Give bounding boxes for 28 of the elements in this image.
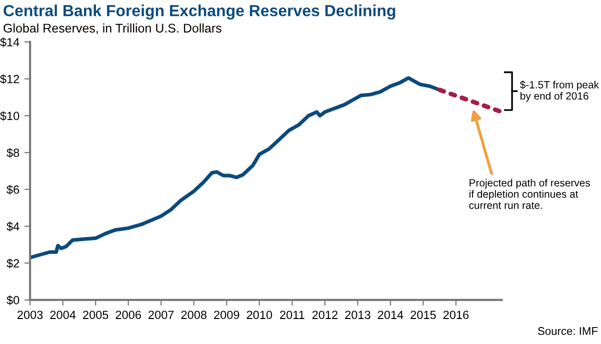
y-tick-label: $6 [6, 184, 20, 194]
y-tick-label: $0 [6, 296, 20, 306]
x-tick-label: 2016 [443, 310, 469, 320]
x-tick-label: 2005 [83, 310, 108, 320]
y-tick-label: $10 [0, 111, 20, 121]
x-tick-label: 2003 [18, 310, 43, 320]
x-tick-label: 2007 [148, 310, 174, 320]
y-tick-label: $8 [6, 148, 20, 158]
y-tick-label: $14 [0, 38, 20, 48]
annotation: Projected path of reserves if depletion continues at current run rate. [469, 178, 590, 209]
x-tick-label: 2009 [214, 310, 240, 320]
x-tick-label: 2010 [246, 310, 272, 320]
x-tick-label: 2008 [181, 310, 206, 320]
y-tick-label: $2 [6, 258, 20, 268]
source-note: Source: IMF [538, 327, 598, 335]
x-tick-label: 2013 [345, 310, 370, 320]
y-tick-label: $12 [0, 74, 20, 84]
x-tick-label: 2014 [378, 310, 404, 320]
x-tick-label: 2006 [116, 310, 141, 320]
chart-title: Central Bank Foreign Exchange Reserves Declining [4, 4, 396, 20]
text: $-1.5T from peak by end of 2016 [520, 80, 600, 102]
chart-subtitle: Global Reserves, in Trillion U.S. Dollars [4, 23, 222, 34]
line-series [30, 76, 442, 260]
x-tick-label: 2012 [312, 310, 338, 320]
x-tick-label: 2015 [410, 310, 436, 320]
x-tick-label: 2011 [280, 310, 304, 320]
y-tick-label: $4 [6, 222, 20, 232]
x-tick-label: 2004 [50, 310, 76, 320]
